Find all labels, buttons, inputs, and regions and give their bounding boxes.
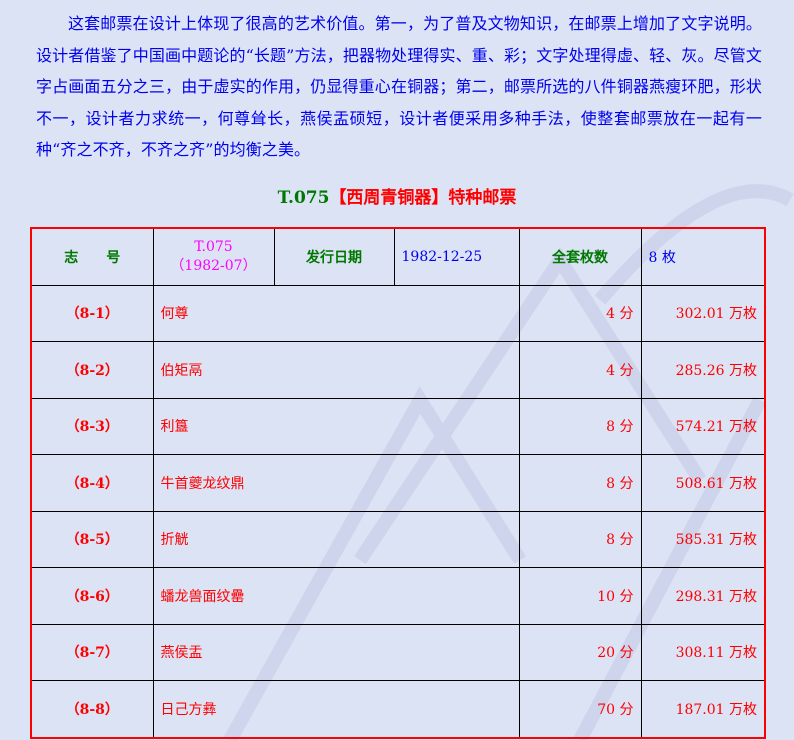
table-row: （8-1） 何尊 4 分 302.01 万枚	[30, 284, 766, 342]
stamp-issued: 585.31 万枚	[640, 510, 766, 568]
stamp-number: （8-2）	[30, 341, 154, 399]
number-cell: T.075 （1982-07）	[152, 227, 275, 286]
table-row: （8-3） 利簋 8 分 574.21 万枚	[30, 397, 766, 455]
stamp-number: （8-1）	[30, 284, 154, 342]
number-code: T.075	[194, 238, 233, 255]
table-row: （8-2） 伯矩鬲 4 分 285.26 万枚	[30, 341, 766, 399]
table-row: （8-8） 日己方彝 70 分 187.01 万枚	[30, 680, 766, 738]
stamp-table: 志 号 T.075 （1982-07） 发行日期 1982-12-25 全套枚数 …	[30, 227, 766, 739]
issue-date: 1982-12-25	[393, 227, 520, 286]
stamp-value: 4 分	[518, 341, 642, 399]
stamp-value: 4 分	[518, 284, 642, 342]
stamp-value: 8 分	[518, 510, 642, 568]
table-row: （8-4） 牛首夔龙纹鼎 8 分 508.61 万枚	[30, 454, 766, 512]
stamp-issued: 508.61 万枚	[640, 454, 766, 512]
intro-paragraph: 这套邮票在设计上体现了很高的艺术价值。第一，为了普及文物知识，在邮票上增加了文字…	[36, 14, 762, 159]
stamp-value: 20 分	[518, 623, 642, 681]
page-title: T.075【西周青铜器】特种邮票	[0, 183, 794, 208]
stamp-number: （8-3）	[30, 397, 154, 455]
stamp-name: 牛首夔龙纹鼎	[152, 454, 520, 512]
stamp-number: （8-6）	[30, 567, 154, 625]
title-name: 【西周青铜器】特种邮票	[329, 188, 517, 208]
stamp-issued: 285.26 万枚	[640, 341, 766, 399]
stamp-value: 10 分	[518, 567, 642, 625]
stamp-number: （8-8）	[30, 680, 154, 738]
label-count: 全套枚数	[518, 227, 642, 286]
stamp-number: （8-4）	[30, 454, 154, 512]
stamp-value: 8 分	[518, 454, 642, 512]
stamp-issued: 302.01 万枚	[640, 284, 766, 342]
stamp-issued: 187.01 万枚	[640, 680, 766, 738]
stamp-issued: 308.11 万枚	[640, 623, 766, 681]
stamp-issued: 298.31 万枚	[640, 567, 766, 625]
stamp-value: 8 分	[518, 397, 642, 455]
table-row: （8-6） 蟠龙兽面纹罍 10 分 298.31 万枚	[30, 567, 766, 625]
title-code: T.075	[277, 188, 330, 208]
stamp-number: （8-7）	[30, 623, 154, 681]
table-row: （8-5） 折觥 8 分 585.31 万枚	[30, 510, 766, 568]
stamp-name: 日己方彝	[152, 680, 520, 738]
stamp-number: （8-5）	[30, 510, 154, 568]
stamp-name: 折觥	[152, 510, 520, 568]
stamp-name: 蟠龙兽面纹罍	[152, 567, 520, 625]
number-year: （1982-07）	[170, 257, 257, 274]
stamp-name: 利簋	[152, 397, 520, 455]
label-number: 志 号	[30, 227, 154, 286]
stamp-name: 何尊	[152, 284, 520, 342]
stamp-name: 燕侯盂	[152, 623, 520, 681]
label-date: 发行日期	[273, 227, 395, 286]
table-header-row: 志 号 T.075 （1982-07） 发行日期 1982-12-25 全套枚数 …	[30, 227, 766, 286]
stamp-value: 70 分	[518, 680, 642, 738]
stamp-issued: 574.21 万枚	[640, 397, 766, 455]
set-count: 8 枚	[640, 227, 766, 286]
stamp-name: 伯矩鬲	[152, 341, 520, 399]
table-row: （8-7） 燕侯盂 20 分 308.11 万枚	[30, 623, 766, 681]
